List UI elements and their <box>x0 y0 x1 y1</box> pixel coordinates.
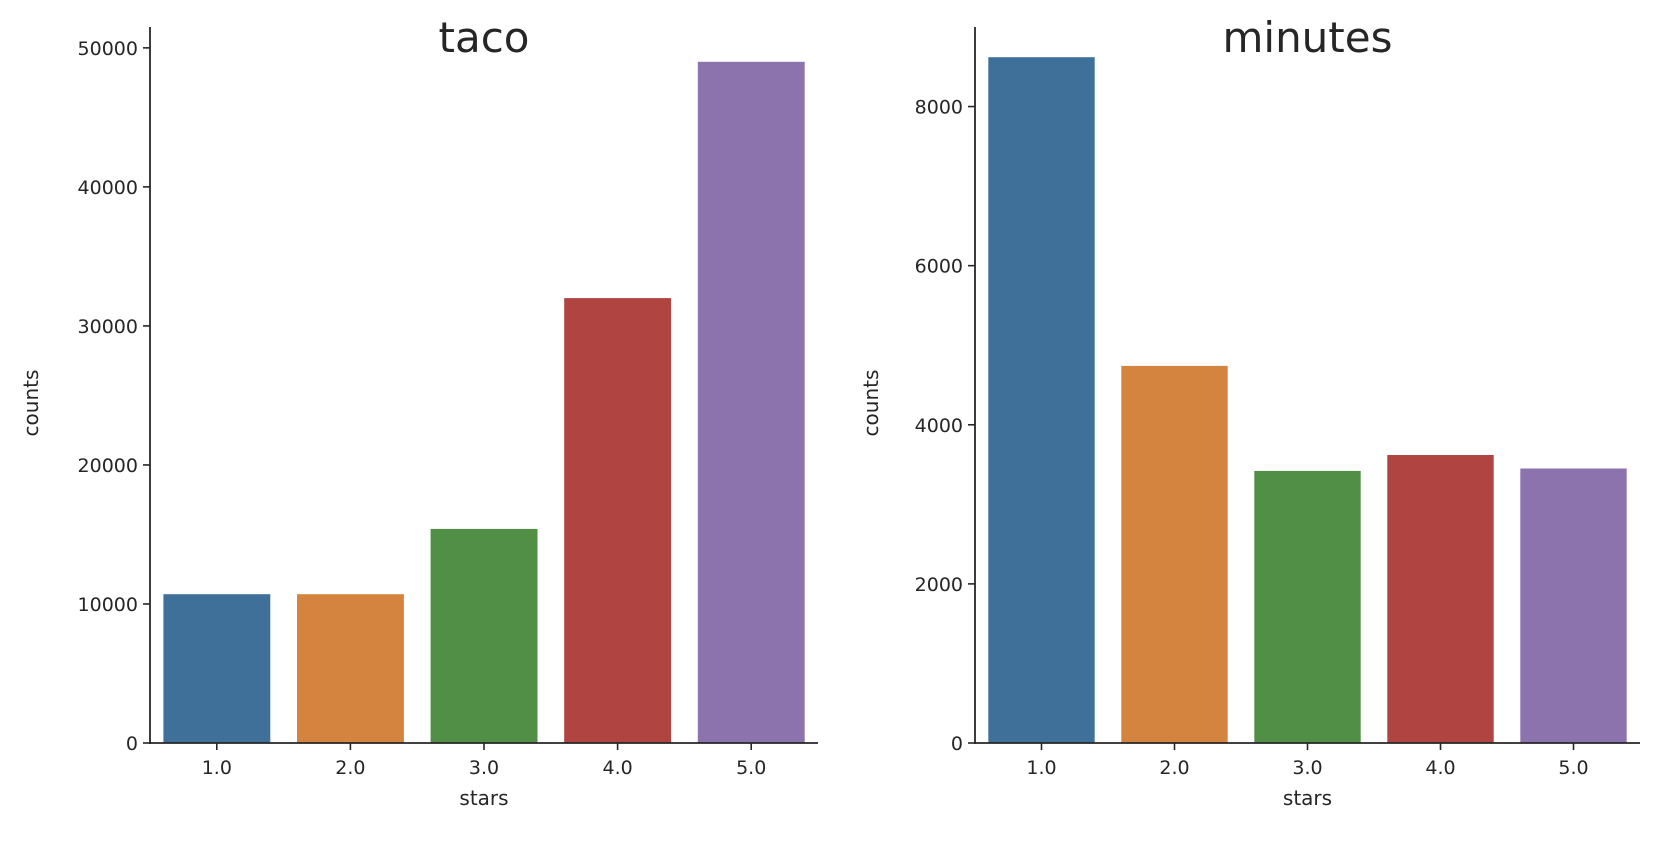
bar-4.0 <box>564 298 672 743</box>
x-tick-label: 2.0 <box>1159 757 1189 779</box>
x-tick-label: 2.0 <box>335 757 365 779</box>
x-axis-label: stars <box>1283 786 1332 810</box>
y-tick-label: 40000 <box>78 177 138 199</box>
bar-2.0 <box>297 594 404 743</box>
bar-3.0 <box>430 528 538 743</box>
chart-title: minutes <box>1222 13 1392 62</box>
y-tick-label: 8000 <box>915 97 963 119</box>
chart-1: 0 2000 4000 6000 8000 1.0 2.0 3.0 4.0 5.0 stars cou… <box>859 13 1640 810</box>
y-tick-label: 4000 <box>915 415 963 437</box>
x-tick-label: 5.0 <box>736 757 766 779</box>
y-tick-label: 50000 <box>78 38 138 60</box>
bar-4.0 <box>1387 455 1494 743</box>
x-tick-label: 5.0 <box>1558 757 1588 779</box>
y-axis-label: counts <box>19 370 43 437</box>
bar-1.0 <box>988 57 1095 743</box>
x-tick-label: 3.0 <box>1292 757 1322 779</box>
y-tick-label: 30000 <box>78 316 138 338</box>
bar-5.0 <box>697 61 805 744</box>
x-tick-label: 3.0 <box>469 757 499 779</box>
bar-1.0 <box>163 594 271 743</box>
x-axis-label: stars <box>459 786 508 810</box>
y-axis-label: counts <box>859 370 883 437</box>
x-tick-label: 4.0 <box>1425 757 1455 779</box>
chart-title: taco <box>439 13 530 62</box>
x-tick-label: 1.0 <box>1026 757 1056 779</box>
chart-0: 0 10000 20000 30000 40000 50000 1.0 2.0 3.0 4.0 5.… <box>19 13 818 810</box>
y-tick-label: 0 <box>951 733 963 755</box>
x-tick-label: 1.0 <box>202 757 232 779</box>
y-tick-label: 10000 <box>78 594 138 616</box>
y-tick-label: 6000 <box>915 256 963 278</box>
x-tick-label: 4.0 <box>602 757 632 779</box>
bar-3.0 <box>1254 470 1361 743</box>
y-tick-label: 2000 <box>915 574 963 596</box>
bar-2.0 <box>1121 365 1228 743</box>
y-tick-label: 0 <box>126 733 138 755</box>
bar-5.0 <box>1520 468 1627 743</box>
y-tick-label: 20000 <box>78 455 138 477</box>
